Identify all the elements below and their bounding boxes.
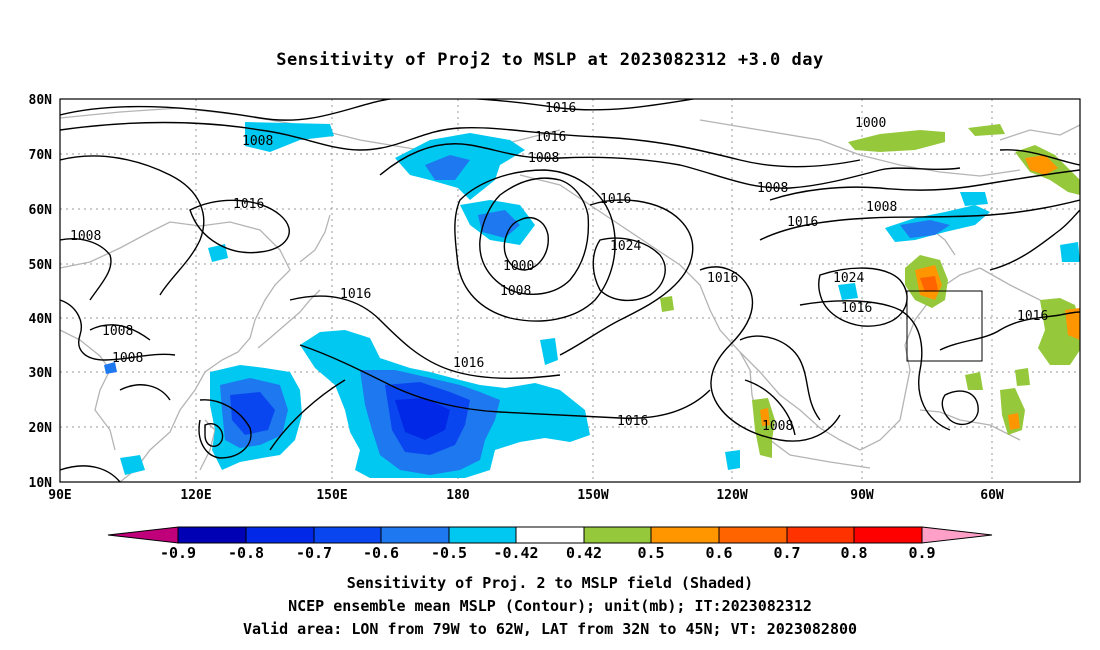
- contour-label: 1016: [787, 215, 818, 230]
- contour-label: 1016: [535, 130, 566, 145]
- contour-label: 1016: [841, 301, 872, 316]
- contour-label: 1008: [70, 229, 101, 244]
- colorbar-segment: [718, 526, 788, 544]
- colorbar-segment: [650, 526, 720, 544]
- colorbar-tick: 0.8: [840, 544, 867, 562]
- valid-area-box: [906, 290, 983, 362]
- colorbar-segment: [107, 526, 179, 544]
- lon-label: 90W: [850, 488, 874, 503]
- colorbar-tick: -0.8: [228, 544, 264, 562]
- contour-label: 1016: [1017, 309, 1048, 324]
- lon-label: 90E: [48, 488, 71, 503]
- contour-label: 1016: [233, 197, 264, 212]
- colorbar-tick: -0.9: [160, 544, 196, 562]
- colorbar-tick: 0.6: [705, 544, 732, 562]
- contour-label: 1024: [833, 271, 864, 286]
- contour-label: 1024: [610, 239, 641, 254]
- contour-label: 1008: [528, 151, 559, 166]
- colorbar-tick: -0.7: [296, 544, 332, 562]
- mslp-contours: [60, 99, 1080, 482]
- lon-label: 120E: [180, 488, 211, 503]
- colorbar-ticks: -0.9 -0.8 -0.7 -0.6 -0.5 -0.42 0.42 0.5 …: [160, 544, 936, 562]
- colorbar-segment: [380, 526, 450, 544]
- colorbar-segment: [921, 526, 993, 544]
- lon-label: 150E: [316, 488, 347, 503]
- lat-label: 80N: [29, 93, 53, 108]
- contour-label: 1016: [707, 271, 738, 286]
- lon-label: 180: [446, 488, 470, 503]
- contour-label: 1008: [757, 181, 788, 196]
- contour-labels: 1016 1016 1008 1008 1016 1008 1000 1008 …: [70, 101, 1048, 434]
- contour-label: 1016: [600, 192, 631, 207]
- contour-label: 1008: [500, 284, 531, 299]
- lat-label: 10N: [29, 476, 53, 491]
- contour-label: 1008: [242, 134, 273, 149]
- colorbar-tick: -0.5: [431, 544, 467, 562]
- lat-label: 60N: [29, 203, 53, 218]
- contour-label: 1000: [855, 116, 886, 131]
- colorbar-tick: 0.9: [908, 544, 935, 562]
- colorbar-segment: [515, 526, 585, 544]
- lon-label: 60W: [980, 488, 1004, 503]
- lat-label: 30N: [29, 366, 53, 381]
- contour-label: 1000: [503, 259, 534, 274]
- contour-label: 1008: [866, 200, 897, 215]
- footer-line-2: NCEP ensemble mean MSLP (Contour); unit(…: [288, 597, 812, 615]
- colorbar-segment: [245, 526, 315, 544]
- contour-label: 1016: [617, 414, 648, 429]
- contour-label: 1008: [762, 419, 793, 434]
- lat-label: 70N: [29, 148, 53, 163]
- lat-label: 40N: [29, 312, 53, 327]
- positive-sensitivity-shading: [660, 124, 1080, 458]
- colorbar-tick: -0.6: [363, 544, 399, 562]
- footer-line-3: Valid area: LON from 79W to 62W, LAT fro…: [242, 620, 858, 638]
- colorbar-segment: [448, 526, 517, 544]
- colorbar-segment: [583, 526, 652, 544]
- lat-label: 50N: [29, 258, 53, 273]
- contour-label: 1008: [112, 351, 143, 366]
- colorbar-tick: 0.42: [566, 544, 602, 562]
- footer-line-1: Sensitivity of Proj. 2 to MSLP field (Sh…: [346, 574, 754, 592]
- contour-label: 1016: [340, 287, 371, 302]
- colorbar-tick: -0.42: [493, 544, 538, 562]
- colorbar-segment: [313, 526, 382, 544]
- colorbar-tick: 0.5: [637, 544, 664, 562]
- colorbar-segment: [177, 526, 247, 544]
- colorbar-tick: 0.7: [773, 544, 800, 562]
- contour-label: 1016: [453, 356, 484, 371]
- colorbar-segment: [853, 526, 923, 544]
- lon-label: 150W: [577, 488, 608, 503]
- colorbar: [107, 526, 993, 544]
- contour-label: 1008: [102, 324, 133, 339]
- map-title: Sensitivity of Proj2 to MSLP at 20230823…: [276, 50, 824, 70]
- lon-label: 120W: [716, 488, 747, 503]
- map-area: [59, 98, 1081, 483]
- colorbar-segment: [786, 526, 855, 544]
- contour-label: 1016: [545, 101, 576, 116]
- longitude-labels: 90E 120E 150E 180 150W 120W 90W 60W: [48, 488, 1004, 503]
- latitude-labels: 80N 70N 60N 50N 40N 30N 20N 10N: [29, 93, 53, 491]
- lat-label: 20N: [29, 421, 53, 436]
